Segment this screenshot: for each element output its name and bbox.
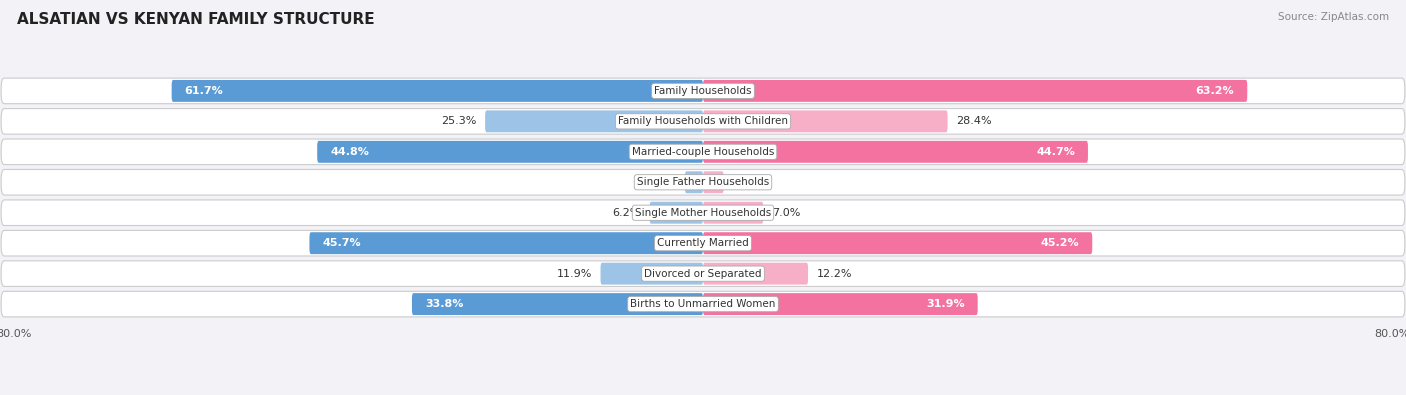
Text: 28.4%: 28.4%	[956, 117, 991, 126]
FancyBboxPatch shape	[309, 232, 703, 254]
Text: 31.9%: 31.9%	[927, 299, 965, 309]
Text: 61.7%: 61.7%	[184, 86, 224, 96]
Text: 2.1%: 2.1%	[648, 177, 676, 187]
FancyBboxPatch shape	[685, 171, 703, 193]
Text: 45.7%: 45.7%	[322, 238, 361, 248]
FancyBboxPatch shape	[1, 139, 1405, 165]
FancyBboxPatch shape	[650, 202, 703, 224]
FancyBboxPatch shape	[703, 110, 948, 132]
FancyBboxPatch shape	[703, 202, 763, 224]
Text: Married-couple Households: Married-couple Households	[631, 147, 775, 157]
Text: ALSATIAN VS KENYAN FAMILY STRUCTURE: ALSATIAN VS KENYAN FAMILY STRUCTURE	[17, 12, 374, 27]
Text: 6.2%: 6.2%	[613, 208, 641, 218]
FancyBboxPatch shape	[703, 232, 1092, 254]
FancyBboxPatch shape	[1, 261, 1405, 286]
FancyBboxPatch shape	[1, 200, 1405, 226]
FancyBboxPatch shape	[485, 110, 703, 132]
Text: Divorced or Separated: Divorced or Separated	[644, 269, 762, 278]
Text: 44.8%: 44.8%	[330, 147, 368, 157]
FancyBboxPatch shape	[703, 171, 724, 193]
Text: Births to Unmarried Women: Births to Unmarried Women	[630, 299, 776, 309]
Text: 45.2%: 45.2%	[1040, 238, 1080, 248]
Text: 63.2%: 63.2%	[1195, 86, 1234, 96]
Text: Family Households with Children: Family Households with Children	[619, 117, 787, 126]
Text: Source: ZipAtlas.com: Source: ZipAtlas.com	[1278, 12, 1389, 22]
Text: 7.0%: 7.0%	[772, 208, 800, 218]
FancyBboxPatch shape	[703, 263, 808, 285]
Text: 44.7%: 44.7%	[1036, 147, 1076, 157]
Text: 25.3%: 25.3%	[441, 117, 477, 126]
FancyBboxPatch shape	[412, 293, 703, 315]
Text: 11.9%: 11.9%	[557, 269, 592, 278]
Legend: Alsatian, Kenyan: Alsatian, Kenyan	[628, 391, 778, 395]
FancyBboxPatch shape	[1, 230, 1405, 256]
FancyBboxPatch shape	[1, 109, 1405, 134]
FancyBboxPatch shape	[1, 169, 1405, 195]
FancyBboxPatch shape	[1, 78, 1405, 104]
FancyBboxPatch shape	[703, 141, 1088, 163]
FancyBboxPatch shape	[318, 141, 703, 163]
Text: 12.2%: 12.2%	[817, 269, 852, 278]
FancyBboxPatch shape	[1, 291, 1405, 317]
FancyBboxPatch shape	[600, 263, 703, 285]
FancyBboxPatch shape	[703, 80, 1247, 102]
Text: 2.4%: 2.4%	[733, 177, 761, 187]
Text: Single Mother Households: Single Mother Households	[636, 208, 770, 218]
Text: Family Households: Family Households	[654, 86, 752, 96]
Text: 33.8%: 33.8%	[425, 299, 463, 309]
Text: Single Father Households: Single Father Households	[637, 177, 769, 187]
Text: Currently Married: Currently Married	[657, 238, 749, 248]
FancyBboxPatch shape	[172, 80, 703, 102]
FancyBboxPatch shape	[703, 293, 977, 315]
